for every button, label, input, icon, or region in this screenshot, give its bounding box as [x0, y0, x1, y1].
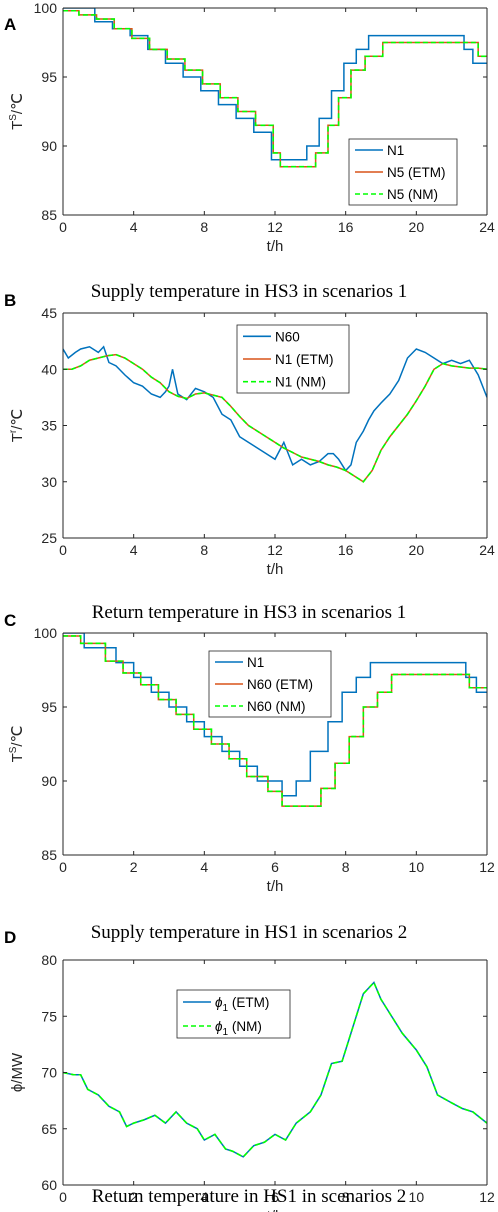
y-tick-label: 90 — [41, 138, 57, 154]
series-line-3 — [63, 635, 487, 807]
series-line-2 — [63, 981, 487, 1158]
series-line-3 — [63, 353, 487, 483]
x-tick-label: 6 — [271, 859, 279, 875]
chart-panel-d: 0 2 4 6 8 10 12 60 65 70 75 80 t/h ϕ/MW D Return temper… — [4, 928, 495, 1212]
x-tick-label: 8 — [342, 859, 350, 875]
x-tick-label: 6 — [271, 1189, 279, 1205]
x-tick-label: 0 — [59, 219, 67, 235]
x-tick-label: 16 — [338, 219, 354, 235]
legend-label: N60 — [275, 329, 300, 344]
y-tick-label: 40 — [41, 361, 57, 377]
legend-label: N60 (ETM) — [247, 677, 313, 692]
y-tick-label: 90 — [41, 773, 57, 789]
legend-label: N1 (ETM) — [275, 352, 334, 367]
series-line-3 — [63, 9, 487, 168]
x-tick-label: 12 — [479, 1189, 495, 1205]
legend-label: ϕ1 (NM) — [215, 1019, 262, 1038]
x-tick-label: 10 — [409, 1189, 425, 1205]
legend-label: N1 — [247, 655, 264, 670]
x-tick-label: 0 — [59, 1189, 67, 1205]
chart-panel-c: 0 2 4 6 8 10 12 85 90 95 100 t/h TS/℃ C Supply tempera… — [4, 611, 495, 943]
chart-panel-a: 0 4 8 12 16 20 24 85 90 95 100 t/h TS/℃ A Supply tempe… — [4, 0, 495, 302]
x-tick-label: 2 — [130, 859, 138, 875]
x-tick-label: 12 — [479, 859, 495, 875]
legend: ϕ1 (ETM) ϕ1 (NM) — [176, 989, 291, 1039]
x-tick-label: 4 — [130, 219, 138, 235]
legend-label: N60 (NM) — [247, 699, 306, 714]
x-axis-label: t/h — [267, 238, 284, 255]
x-tick-label: 12 — [267, 219, 283, 235]
x-tick-label: 10 — [409, 859, 425, 875]
panel-letter: C — [4, 611, 16, 630]
y-tick-label: 95 — [41, 69, 57, 85]
y-tick-label: 65 — [41, 1121, 57, 1137]
series-line-1 — [63, 633, 487, 797]
legend: N1 N5 (ETM) N5 (NM) — [348, 138, 458, 206]
legend-label: ϕ1 (ETM) — [215, 995, 269, 1014]
panel-caption: Supply temperature in HS3 in scenarios 1 — [91, 281, 408, 302]
x-tick-label: 16 — [338, 542, 354, 558]
x-tick-label: 24 — [479, 542, 495, 558]
y-tick-label: 70 — [41, 1065, 57, 1081]
y-tick-label: 60 — [41, 1177, 57, 1193]
y-tick-label: 100 — [34, 625, 58, 641]
chart-panel-b: 0 4 8 12 16 20 24 25 30 35 40 45 t/h Tr/℃ B Return temp… — [4, 291, 495, 623]
y-axis-label: Tr/℃ — [8, 409, 26, 443]
x-tick-label: 0 — [59, 542, 67, 558]
panel-caption: Return temperature in HS3 in scenarios 1 — [92, 602, 406, 623]
y-axis-label: ϕ/MW — [9, 1052, 26, 1092]
x-tick-label: 4 — [130, 542, 138, 558]
y-axis-label: TS/℃ — [8, 93, 26, 130]
x-tick-label: 20 — [409, 542, 425, 558]
x-axis-label: t/h — [267, 561, 284, 578]
series-line-1 — [63, 345, 487, 472]
legend-label: N5 (NM) — [387, 187, 438, 202]
panel-caption: Return temperature in HS1 in scenarios 2 — [92, 1186, 406, 1207]
x-tick-label: 12 — [267, 542, 283, 558]
legend-label: N1 — [387, 143, 404, 158]
y-tick-label: 25 — [41, 530, 57, 546]
x-tick-label: 2 — [130, 1189, 138, 1205]
y-tick-label: 45 — [41, 305, 57, 321]
y-tick-label: 35 — [41, 418, 57, 434]
x-axis-label: t/h — [267, 1208, 284, 1212]
x-tick-label: 8 — [200, 542, 208, 558]
x-tick-label: 24 — [479, 219, 495, 235]
x-tick-label: 0 — [59, 859, 67, 875]
y-tick-label: 80 — [41, 952, 57, 968]
panel-letter: D — [4, 928, 16, 947]
panel-caption: Supply temperature in HS1 in scenarios 2 — [91, 922, 408, 943]
x-tick-label: 8 — [200, 219, 208, 235]
y-tick-label: 95 — [41, 699, 57, 715]
legend: N60 N1 (ETM) N1 (NM) — [236, 324, 350, 394]
legend-box — [176, 989, 291, 1039]
x-tick-label: 20 — [409, 219, 425, 235]
y-tick-label: 75 — [41, 1008, 57, 1024]
legend-label: N5 (ETM) — [387, 165, 446, 180]
x-tick-label: 4 — [200, 1189, 208, 1205]
y-axis-label: TS/℃ — [8, 726, 26, 763]
y-tick-label: 85 — [41, 207, 57, 223]
y-tick-label: 85 — [41, 847, 57, 863]
panel-letter: A — [4, 15, 16, 34]
legend: N1 N60 (ETM) N60 (NM) — [208, 650, 332, 718]
x-axis-label: t/h — [267, 878, 284, 895]
series-line-1 — [63, 8, 487, 161]
y-tick-label: 30 — [41, 474, 57, 490]
x-tick-label: 4 — [200, 859, 208, 875]
x-tick-label: 8 — [342, 1189, 350, 1205]
y-tick-label: 100 — [34, 0, 58, 16]
legend-label: N1 (NM) — [275, 375, 326, 390]
panel-letter: B — [4, 291, 16, 310]
